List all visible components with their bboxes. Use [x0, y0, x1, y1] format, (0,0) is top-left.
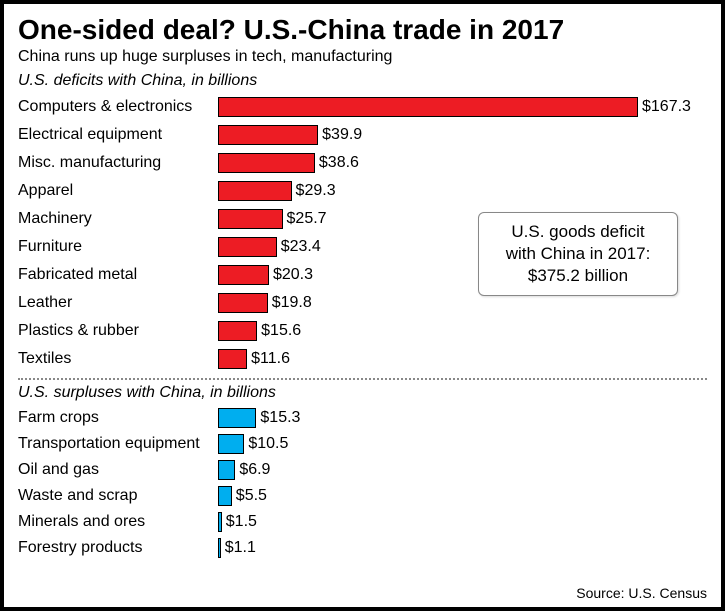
bar-wrap: $39.9	[218, 125, 707, 145]
bar-wrap: $29.3	[218, 181, 707, 201]
bar-value: $23.4	[281, 238, 321, 256]
bar-label: Computers & electronics	[18, 98, 218, 116]
bar-label: Misc. manufacturing	[18, 154, 218, 172]
bar-wrap: $1.5	[218, 512, 707, 532]
bar-row: Transportation equipment $10.5	[18, 432, 707, 456]
bar-wrap: $10.5	[218, 434, 707, 454]
bar-value: $10.5	[248, 435, 288, 453]
bar	[218, 97, 638, 117]
surpluses-header: U.S. surpluses with China, in billions	[18, 384, 707, 402]
bar-label: Oil and gas	[18, 461, 218, 479]
bar-value: $20.3	[273, 266, 313, 284]
bar-value: $11.6	[251, 350, 290, 368]
bar	[218, 181, 292, 201]
chart-title: One-sided deal? U.S.-China trade in 2017	[18, 14, 707, 46]
bar-row: Waste and scrap $5.5	[18, 484, 707, 508]
bar-value: $39.9	[322, 126, 362, 144]
bar	[218, 486, 232, 506]
source-text: Source: U.S. Census	[576, 585, 707, 601]
bar	[218, 460, 235, 480]
bar	[218, 321, 257, 341]
deficits-chart: U.S. goods deficit with China in 2017: $…	[18, 94, 707, 372]
section-divider	[18, 378, 707, 380]
bar-wrap: $5.5	[218, 486, 707, 506]
bar-wrap: $20.3	[218, 265, 707, 285]
bar-row: Electrical equipment $39.9	[18, 122, 707, 148]
bar-wrap: $25.7	[218, 209, 707, 229]
bar-label: Waste and scrap	[18, 487, 218, 505]
bar-label: Machinery	[18, 210, 218, 228]
bar-wrap: $23.4	[218, 237, 707, 257]
bar-row: Textiles $11.6	[18, 346, 707, 372]
bar-wrap: $1.1	[218, 538, 707, 558]
bar-value: $25.7	[287, 210, 327, 228]
bar-row: Farm crops $15.3	[18, 406, 707, 430]
bar-label: Minerals and ores	[18, 513, 218, 531]
bar-wrap: $15.3	[218, 408, 707, 428]
bar	[218, 265, 269, 285]
bar-value: $1.5	[226, 513, 257, 531]
bar	[218, 408, 256, 428]
bar	[218, 538, 221, 558]
bar-label: Forestry products	[18, 539, 218, 557]
bar-label: Furniture	[18, 238, 218, 256]
bar-wrap: $6.9	[218, 460, 707, 480]
bar-row: Apparel $29.3	[18, 178, 707, 204]
bar	[218, 237, 277, 257]
bar-wrap: $167.3	[218, 97, 707, 117]
bar	[218, 209, 283, 229]
bar-value: $38.6	[319, 154, 359, 172]
chart-subtitle: China runs up huge surpluses in tech, ma…	[18, 48, 707, 66]
bar-value: $19.8	[272, 294, 312, 312]
bar	[218, 125, 318, 145]
bar-value: $6.9	[239, 461, 270, 479]
bar-row: Misc. manufacturing $38.6	[18, 150, 707, 176]
bar-row: Furniture $23.4	[18, 234, 707, 260]
bar-row: Fabricated metal $20.3	[18, 262, 707, 288]
surpluses-chart: Farm crops $15.3 Transportation equipment $…	[18, 406, 707, 560]
bar-label: Fabricated metal	[18, 266, 218, 284]
bar-value: $1.1	[225, 539, 256, 557]
bar-label: Transportation equipment	[18, 435, 218, 453]
bar-label: Apparel	[18, 182, 218, 200]
bar	[218, 153, 315, 173]
bar-row: Minerals and ores $1.5	[18, 510, 707, 534]
bar-row: Leather $19.8	[18, 290, 707, 316]
bar	[218, 434, 244, 454]
bar-label: Plastics & rubber	[18, 322, 218, 340]
deficits-header: U.S. deficits with China, in billions	[18, 72, 707, 90]
bar-row: Machinery $25.7	[18, 206, 707, 232]
bar-row: Computers & electronics $167.3	[18, 94, 707, 120]
bar-label: Leather	[18, 294, 218, 312]
bar-label: Electrical equipment	[18, 126, 218, 144]
bar-value: $15.3	[260, 409, 300, 427]
bar-label: Farm crops	[18, 409, 218, 427]
bar-wrap: $19.8	[218, 293, 707, 313]
bar-wrap: $38.6	[218, 153, 707, 173]
bar-value: $29.3	[296, 182, 336, 200]
bar-wrap: $15.6	[218, 321, 707, 341]
bar-value: $167.3	[642, 98, 691, 116]
bar	[218, 512, 222, 532]
bar	[218, 349, 247, 369]
bar-wrap: $11.6	[218, 349, 707, 369]
bar	[218, 293, 268, 313]
bar-value: $5.5	[236, 487, 267, 505]
bar-row: Oil and gas $6.9	[18, 458, 707, 482]
bar-row: Forestry products $1.1	[18, 536, 707, 560]
bar-label: Textiles	[18, 350, 218, 368]
bar-value: $15.6	[261, 322, 301, 340]
bar-row: Plastics & rubber $15.6	[18, 318, 707, 344]
